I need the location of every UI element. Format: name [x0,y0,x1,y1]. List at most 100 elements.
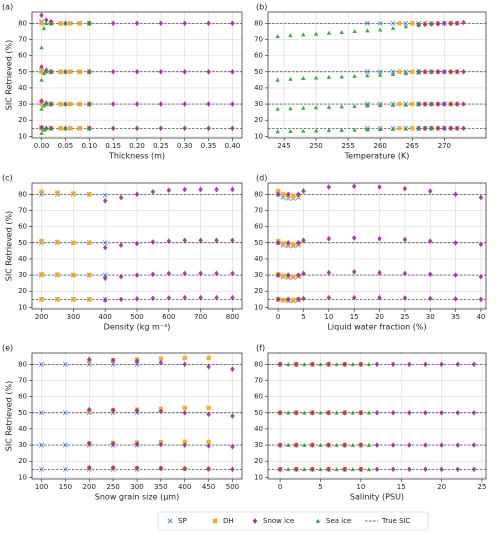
marker [55,239,60,245]
y-tick-label: 50 [18,409,27,417]
marker [318,467,323,472]
x-tick-label: 250 [309,142,322,150]
marker [439,409,444,416]
x-axis-label: Snow grain size (µm) [95,493,179,502]
y-tick-label: 30 [254,100,263,108]
marker [252,518,258,524]
marker [134,441,140,447]
panel-label: (a) [2,3,13,12]
marker [39,442,45,448]
marker [87,101,92,106]
marker [182,237,187,244]
marker [416,126,421,131]
marker [302,467,307,472]
x-tick-label: 350 [154,483,167,491]
y-tick-label: 20 [18,287,27,295]
x-axis-label: Liquid water fraction (%) [327,323,426,332]
marker [71,191,76,196]
marker [448,20,453,27]
marker [453,296,458,302]
marker [44,101,49,106]
marker [62,466,68,472]
marker [390,71,396,76]
marker [294,409,299,416]
marker [285,362,291,367]
marker [230,20,235,27]
x-tick-label: 0.05 [58,142,74,150]
series [275,191,301,304]
y-tick-label: 10 [18,473,27,481]
marker [206,20,211,27]
y-tick-label: 80 [254,19,263,27]
legend-label: Sea ice [326,517,351,525]
marker [350,467,355,472]
y-axis-label: SIC Retrieved (%) [5,211,14,281]
marker [87,297,92,302]
x-axis-label: Salinity (PSU) [350,493,404,502]
marker [302,362,307,367]
marker [134,296,140,302]
marker [461,68,466,75]
marker [134,191,140,198]
marker [326,269,332,276]
marker [39,45,44,50]
marker [87,440,92,447]
marker [230,270,235,277]
marker [110,440,116,447]
marker [416,22,421,27]
y-tick-label: 50 [254,68,263,76]
marker [358,442,364,448]
marker [230,237,235,244]
x-tick-label: 15 [397,483,406,491]
legend: SP DH Snow ice Sea ice True SIC [157,511,429,531]
marker [275,106,280,111]
marker [286,191,291,198]
marker [374,466,380,473]
marker [77,21,82,26]
marker [275,296,281,303]
x-tick-label: 5 [301,313,305,321]
marker [182,270,187,277]
marker [390,126,396,131]
legend-label: Snow ice [263,517,294,525]
x-tick-label: 0.30 [177,142,193,150]
marker [351,183,357,190]
x-tick-label: 0 [278,483,282,491]
marker [302,410,307,415]
marker [275,188,281,194]
marker [87,272,92,278]
x-tick-label: 40 [476,313,485,321]
marker [63,69,68,74]
marker [377,269,382,276]
marker [374,409,380,416]
marker [423,409,428,416]
marker [158,356,164,361]
marker [150,239,156,245]
marker [39,124,44,131]
marker [87,356,92,363]
marker [206,411,211,418]
marker [158,20,164,27]
marker [87,126,92,131]
marker [350,442,355,447]
marker [134,101,140,107]
marker [453,272,458,278]
marker [291,274,296,279]
marker [275,77,280,82]
marker [461,101,466,107]
y-tick-label: 40 [18,255,27,263]
legend-label: True SIC [381,517,411,525]
y-tick-label: 70 [254,35,263,43]
legend-label: SP [178,517,187,525]
marker [350,410,355,415]
x-tick-label: 0.35 [201,142,217,150]
marker [182,68,187,75]
marker [342,442,347,448]
panel-label: (c) [2,174,13,183]
marker [281,273,286,279]
marker [334,442,339,447]
marker [429,69,434,74]
marker [158,359,164,366]
marker [301,128,306,133]
marker [230,366,235,372]
